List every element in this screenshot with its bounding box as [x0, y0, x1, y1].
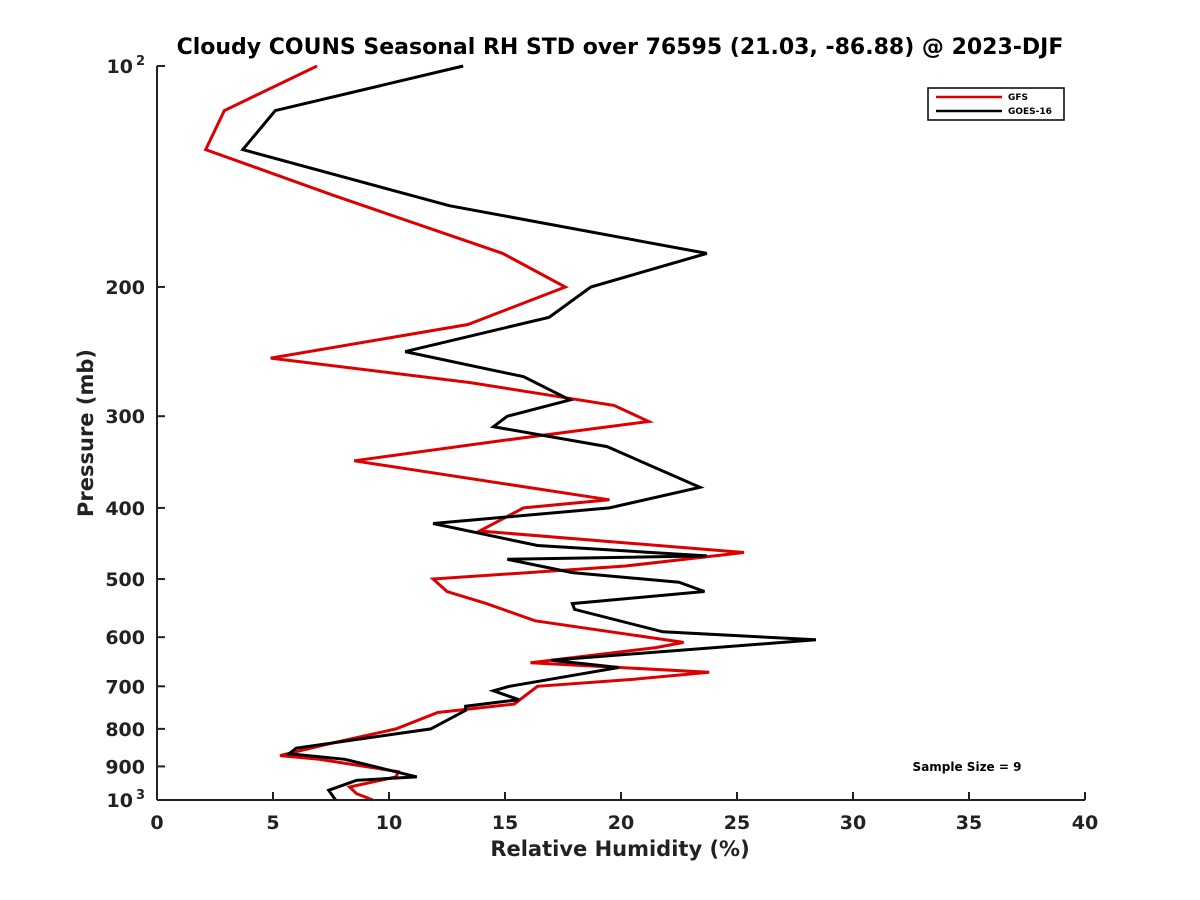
series-line-goes-16: [240, 64, 817, 801]
x-tick-label: 40: [1072, 812, 1098, 834]
y-tick-label: 200: [105, 277, 145, 299]
legend-box: [927, 87, 1065, 121]
y-tick-label: 700: [105, 676, 145, 698]
y-tick-label: 400: [105, 498, 145, 520]
plot-area: [203, 64, 817, 802]
x-tick-label: 0: [150, 812, 163, 834]
x-tick-label: 10: [376, 812, 402, 834]
sample-size-annotation: Sample Size = 9: [913, 760, 1022, 774]
x-tick-label: 30: [840, 812, 866, 834]
legend-label-goes-16: GOES-16: [1008, 107, 1052, 117]
y-tick-label: 800: [105, 719, 145, 741]
y-tick-exponent: 2: [136, 54, 145, 69]
y-axis-label: Pressure (mb): [74, 349, 98, 517]
y-tick-label: 10: [107, 56, 133, 78]
x-tick-label: 15: [492, 812, 518, 834]
y-tick-label: 10: [107, 790, 133, 812]
y-tick-label: 300: [105, 406, 145, 428]
y-tick-exponent: 3: [136, 788, 145, 803]
legend: GFS GOES-16: [927, 87, 1065, 121]
x-tick-label: 5: [266, 812, 279, 834]
series-line-gfs: [203, 64, 745, 802]
chart-title: Cloudy COUNS Seasonal RH STD over 76595 …: [177, 35, 1064, 60]
x-axis-label: Relative Humidity (%): [490, 837, 749, 861]
y-tick-label: 600: [105, 627, 145, 649]
x-tick-label: 35: [956, 812, 982, 834]
y-tick-label: 900: [105, 756, 145, 778]
legend-label-gfs: GFS: [1008, 93, 1028, 103]
y-tick-label: 500: [105, 569, 145, 591]
x-tick-label: 20: [608, 812, 634, 834]
x-tick-label: 25: [724, 812, 750, 834]
